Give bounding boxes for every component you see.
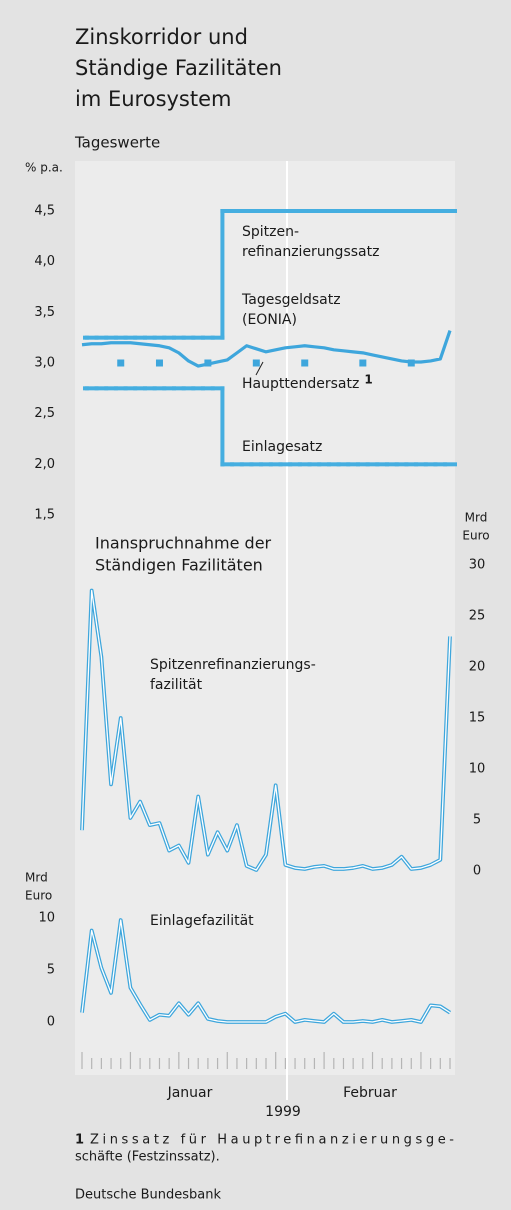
y-tick-label: 5 [473,813,481,828]
y-tick-label: 15 [469,711,486,726]
panel-title: Ständigen Fazilitäten [95,556,263,575]
line-inner [81,919,451,1023]
line [81,330,452,368]
y-axis-label: Mrd [25,871,48,885]
leader-line [255,361,264,376]
marker [204,359,212,367]
footnote-text: schäfte (Festzinssatz). [75,1150,220,1165]
y-axis-label: % p.a. [25,161,63,175]
year-label: 1999 [265,1104,301,1120]
series-label: (EONIA) [242,312,297,328]
y-tick-label: 30 [469,558,486,573]
y-tick-label: 20 [469,660,486,675]
y-tick-label: 5 [47,963,55,978]
month-label: Februar [343,1085,397,1101]
y-tick-label: 3,0 [34,356,55,371]
marker [252,359,260,367]
y-axis-label: Euro [25,889,52,903]
series-label: refinanzierungssatz [242,244,379,260]
subtitle: Tageswerte [74,134,160,152]
series-label: fazilität [150,677,203,693]
y-tick-label: 3,5 [34,305,55,320]
footnote-mark: 1 [75,1133,84,1148]
y-tick-label: 0 [473,864,481,879]
marker [155,359,163,367]
series-label: Haupttendersatz [242,376,359,392]
title-line: im Eurosystem [75,87,232,111]
y-axis-label: Mrd [465,511,488,525]
marker [117,359,125,367]
y-tick-label: 1,5 [34,508,55,523]
footnote-marker: 1 [364,373,372,387]
series-label: Spitzenrefinanzierungs- [150,657,316,673]
y-axis-label: Euro [462,529,489,543]
y-tick-label: 4,5 [34,204,55,219]
title-line: Ständige Fazilitäten [75,56,282,80]
y-tick-label: 25 [469,609,486,624]
series-label: Einlagesatz [242,439,322,455]
month-label: Januar [167,1085,213,1101]
marker [301,359,309,367]
series-label: Einlagefazilität [150,913,254,929]
plot-area [75,161,455,1075]
title-line: Zinskorridor und [75,25,248,49]
panel-title: Inanspruchnahme der [95,534,272,553]
series-label: Spitzen- [242,224,299,240]
marker [407,359,415,367]
y-tick-label: 2,5 [34,406,55,421]
y-tick-label: 10 [469,762,486,777]
source: Deutsche Bundesbank [75,1188,222,1203]
series-label: Tagesgeldsatz [241,292,341,308]
line-inner [81,589,451,871]
y-tick-label: 10 [38,911,55,926]
y-tick-label: 2,0 [34,457,55,472]
footnote-text: Zinssatz für Hauptrefinanzierungsge- [90,1133,454,1148]
y-tick-label: 4,0 [34,254,55,269]
y-tick-label: 0 [47,1015,55,1030]
marker [359,359,367,367]
